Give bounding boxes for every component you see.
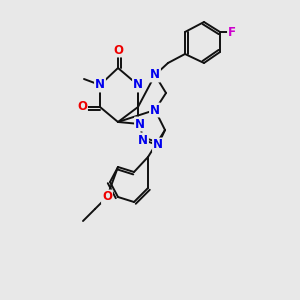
Text: O: O [77, 100, 87, 113]
Text: F: F [228, 26, 236, 38]
Text: N: N [135, 118, 145, 130]
Text: O: O [102, 190, 112, 203]
Text: N: N [133, 79, 143, 92]
Text: N: N [153, 139, 163, 152]
Text: N: N [150, 68, 160, 82]
Text: O: O [113, 44, 123, 56]
Text: N: N [150, 103, 160, 116]
Text: N: N [95, 79, 105, 92]
Text: N: N [138, 134, 148, 146]
